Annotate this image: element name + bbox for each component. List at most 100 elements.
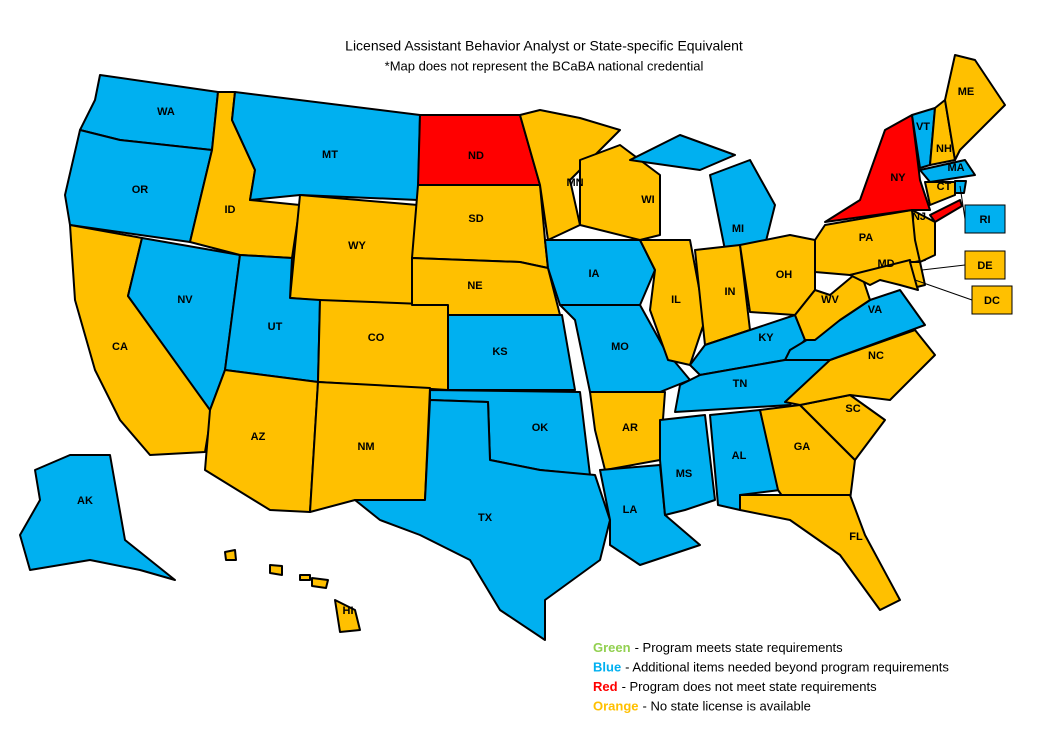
callout-box: [964, 204, 1006, 234]
state-label: NY: [890, 172, 906, 184]
state-label: CT: [937, 181, 952, 193]
state-label: MS: [676, 468, 693, 480]
state-label: KY: [758, 332, 774, 344]
state-shape: [411, 184, 549, 269]
state-shape: [629, 134, 736, 171]
state-label: RI: [980, 214, 991, 226]
state-label: CA: [112, 341, 128, 353]
state-label: OK: [532, 422, 549, 434]
state-label: UT: [268, 321, 283, 333]
state-shape: [911, 209, 936, 263]
state-label: NC: [868, 350, 884, 362]
legend-description: - Program does not meet state requiremen…: [622, 679, 878, 694]
state-shape: [317, 299, 449, 391]
state-shape: [929, 199, 963, 223]
state-shape: [559, 304, 691, 393]
state-label: IL: [671, 294, 681, 306]
state-label: NJ: [912, 211, 926, 223]
state-shape: [354, 399, 611, 641]
state-shape: [334, 599, 361, 633]
state-label: SC: [845, 403, 860, 415]
state-label: NH: [936, 143, 952, 155]
legend-label: Green: [593, 640, 631, 655]
state-label: ID: [225, 204, 236, 216]
state-shape: [311, 577, 329, 589]
state-label: MT: [322, 149, 338, 161]
state-label: GA: [794, 441, 811, 453]
legend-description: - No state license is available: [643, 699, 811, 714]
callout-box: [964, 250, 1006, 280]
state-label: AZ: [251, 431, 266, 443]
legend-entry: Blue - Additional items needed beyond pro…: [593, 660, 949, 675]
state-label: AR: [622, 422, 638, 434]
callout-line: [914, 279, 973, 301]
state-shape: [794, 269, 871, 341]
map-title: Licensed Assistant Behavior Analyst or S…: [345, 38, 743, 54]
state-shape: [639, 239, 706, 366]
state-label: VA: [868, 304, 883, 316]
state-label: OH: [776, 269, 793, 281]
state-label: MO: [611, 341, 629, 353]
state-shape: [944, 54, 1006, 161]
state-shape: [269, 564, 283, 576]
legend-label: Red: [593, 679, 618, 694]
state-shape: [231, 91, 421, 201]
legend-entry: Orange - No state license is available: [593, 699, 811, 714]
state-label: NV: [177, 294, 193, 306]
state-label: NM: [357, 441, 374, 453]
state-label: DC: [984, 295, 1000, 307]
state-shape: [224, 549, 237, 561]
state-label: PA: [859, 232, 874, 244]
states: [19, 54, 1006, 641]
state-shape: [579, 144, 661, 241]
callout-line: [921, 264, 966, 271]
legend-description: - Additional items needed beyond program…: [625, 660, 949, 675]
state-label: ME: [958, 86, 975, 98]
state-label: FL: [849, 531, 863, 543]
state-shape: [659, 414, 716, 516]
state-label: VT: [916, 121, 930, 133]
legend: Green - Program meets state requirements B…: [593, 640, 949, 714]
callout-box: [971, 285, 1013, 315]
state-label: WY: [348, 240, 366, 252]
state-label: AL: [732, 450, 747, 462]
state-shape: [849, 259, 919, 291]
state-shape: [544, 239, 656, 306]
state-shape: [589, 391, 666, 471]
state-label: WV: [821, 294, 839, 306]
state-label: MN: [566, 177, 583, 189]
state-label: WA: [157, 106, 175, 118]
state-label: TN: [733, 378, 748, 390]
legend-label: Orange: [593, 699, 639, 714]
state-label: CO: [368, 332, 385, 344]
state-labels: WA OR CA NV ID MT WY UT CO AZ NM ND SD NE KS OK TX MN IA MO…: [77, 86, 1013, 617]
state-label: MA: [947, 162, 964, 174]
state-label: SD: [468, 213, 483, 225]
state-label: IN: [725, 286, 736, 298]
state-label: KS: [492, 346, 507, 358]
state-shape: [739, 494, 901, 611]
state-label: NE: [467, 280, 482, 292]
state-shape: [299, 574, 311, 581]
state-label: WI: [641, 194, 654, 206]
state-label: IA: [589, 268, 600, 280]
state-label: HI: [343, 605, 354, 617]
legend-description: - Program meets state requirements: [635, 640, 844, 655]
legend-label: Blue: [593, 660, 621, 675]
state-label: TX: [478, 512, 493, 524]
state-label: DE: [977, 260, 992, 272]
legend-entry: Red - Program does not meet state require…: [593, 679, 877, 694]
state-shape: [519, 109, 621, 241]
state-shape: [19, 454, 176, 581]
state-label: OR: [132, 184, 149, 196]
state-shape: [909, 261, 926, 288]
state-label: ND: [468, 150, 484, 162]
state-label: AK: [77, 495, 93, 507]
state-shape: [919, 159, 976, 183]
map-subtitle: *Map does not represent the BCaBA nation…: [385, 58, 704, 73]
state-shape: [924, 181, 956, 206]
state-label: LA: [623, 504, 638, 516]
callout-line: [959, 185, 966, 220]
state-label: MI: [732, 223, 744, 235]
